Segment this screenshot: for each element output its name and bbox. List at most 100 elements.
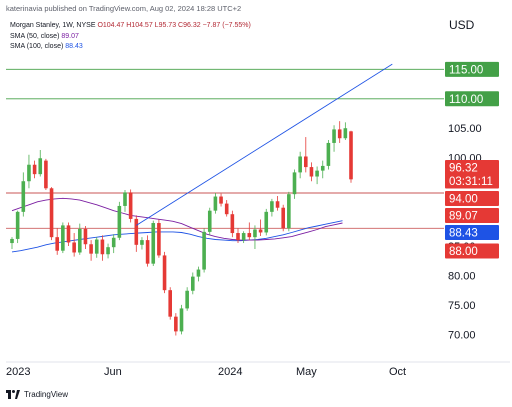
currency-label[interactable]: USD bbox=[449, 18, 475, 32]
symbol-legend: Morgan Stanley, 1W, NYSE O104.47 H104.57… bbox=[10, 22, 251, 29]
candle-body-32 bbox=[191, 276, 195, 291]
candle-body-22 bbox=[134, 218, 139, 245]
candle-body-28 bbox=[168, 290, 172, 317]
candle-body-37 bbox=[219, 196, 223, 204]
price-label-6: 88.43 bbox=[449, 228, 478, 240]
candle-body-56 bbox=[326, 142, 331, 166]
price-label-box-1 bbox=[445, 91, 499, 107]
sma50-line bbox=[11, 197, 343, 241]
candle-body-52 bbox=[304, 156, 308, 168]
candle-body-26 bbox=[157, 223, 161, 256]
footer-brand: TradingView bbox=[24, 390, 69, 399]
candle-body-34 bbox=[202, 231, 206, 270]
candle-body-16 bbox=[100, 239, 105, 255]
sma50-label: SMA (50, close) bbox=[10, 33, 60, 40]
candle-body-53 bbox=[309, 167, 314, 177]
sma50-legend[interactable]: SMA (50, close) 89.07 bbox=[10, 33, 79, 40]
sma100-label: SMA (100, close) bbox=[10, 43, 64, 50]
candle-body-3 bbox=[27, 164, 31, 182]
candle-body-44 bbox=[258, 229, 263, 233]
price-label-box-0 bbox=[445, 61, 499, 77]
price-label-3: 03:31:11 bbox=[449, 176, 493, 188]
price-label-5: 89.07 bbox=[449, 211, 478, 223]
candle-body-38 bbox=[224, 203, 229, 215]
candle-body-7 bbox=[49, 188, 54, 238]
y-tick-label-4: 75.00 bbox=[448, 300, 476, 312]
y-tick-label-5: 70.00 bbox=[448, 329, 476, 341]
tradingview-logo-icon bbox=[6, 390, 20, 399]
candle-body-27 bbox=[162, 255, 167, 291]
x-tick-label-4: Oct bbox=[389, 366, 406, 378]
candle-body-0 bbox=[10, 238, 14, 244]
ohlc-change: −7.87 (−7.55%) bbox=[202, 22, 251, 29]
publisher-line: katerinavia published on TradingView.com… bbox=[6, 4, 242, 13]
candle-body-57 bbox=[332, 129, 336, 143]
candle-body-18 bbox=[111, 237, 116, 248]
candle-body-39 bbox=[230, 214, 235, 234]
y-tick-label-0: 105.00 bbox=[448, 123, 482, 135]
candle-body-17 bbox=[106, 247, 110, 255]
price-label-4: 94.00 bbox=[449, 194, 478, 206]
price-label-1: 110.00 bbox=[449, 94, 483, 106]
candle-body-59 bbox=[343, 128, 348, 139]
candle-body-8 bbox=[55, 237, 59, 251]
symbol-exchange: NYSE bbox=[76, 22, 96, 29]
footer: TradingView bbox=[6, 390, 68, 399]
candle-body-33 bbox=[196, 269, 201, 277]
candle-body-35 bbox=[207, 210, 212, 232]
sma50-value: 89.07 bbox=[61, 33, 79, 40]
candle-body-41 bbox=[241, 233, 246, 241]
candle-body-14 bbox=[89, 244, 93, 254]
price-label-box-2 bbox=[445, 160, 499, 175]
candle-body-51 bbox=[298, 156, 302, 173]
candle-body-50 bbox=[292, 172, 297, 195]
candle-body-20 bbox=[123, 192, 127, 206]
candle-body-10 bbox=[66, 225, 71, 243]
price-label-box-3 bbox=[445, 173, 499, 189]
x-tick-label-0: 2023 bbox=[6, 366, 30, 378]
candle-body-4 bbox=[32, 164, 37, 175]
price-label-2: 96.32 bbox=[449, 163, 478, 175]
candle-body-29 bbox=[174, 316, 178, 332]
price-label-0: 115.00 bbox=[449, 64, 483, 76]
trend-line[interactable] bbox=[136, 63, 393, 226]
symbol-interval: 1W bbox=[62, 22, 73, 29]
candle-body-11 bbox=[72, 242, 76, 253]
candle-body-13 bbox=[83, 228, 88, 245]
price-label-box-6 bbox=[445, 225, 499, 240]
ohlc-low: L95.73 bbox=[154, 22, 177, 29]
price-label-box-5 bbox=[445, 208, 499, 223]
y-tick-label-3: 80.00 bbox=[448, 270, 476, 282]
x-tick-label-1: Jun bbox=[104, 366, 122, 378]
sma100-legend[interactable]: SMA (100, close) 88.43 bbox=[10, 43, 83, 50]
candle-body-30 bbox=[179, 308, 184, 332]
candle-body-21 bbox=[128, 192, 133, 219]
candle-body-45 bbox=[264, 211, 269, 233]
candle-body-1 bbox=[15, 211, 20, 239]
candle-body-49 bbox=[287, 194, 291, 229]
candle-body-15 bbox=[94, 239, 99, 254]
candle-body-58 bbox=[337, 129, 342, 139]
candle-body-19 bbox=[117, 205, 122, 238]
price-label-box-4 bbox=[445, 191, 499, 206]
ohlc-open: O104.47 bbox=[97, 22, 125, 29]
candle-body-23 bbox=[140, 240, 144, 245]
candle-body-2 bbox=[21, 181, 26, 212]
candle-body-46 bbox=[270, 201, 274, 212]
candle-body-55 bbox=[320, 165, 325, 171]
candle-body-42 bbox=[247, 233, 252, 238]
candle-body-12 bbox=[78, 228, 82, 253]
candle-body-9 bbox=[61, 225, 65, 251]
price-label-box-7 bbox=[445, 243, 499, 259]
candle-body-60 bbox=[349, 131, 353, 180]
candle-body-43 bbox=[253, 229, 257, 238]
x-tick-label-3: May bbox=[296, 366, 317, 378]
ohlc-close: C96.32 bbox=[178, 22, 201, 29]
candle-body-5 bbox=[38, 158, 43, 175]
candle-body-36 bbox=[213, 196, 218, 211]
ohlc-high: H104.57 bbox=[126, 22, 153, 29]
candle-body-24 bbox=[145, 240, 150, 264]
candle-body-6 bbox=[44, 160, 48, 189]
